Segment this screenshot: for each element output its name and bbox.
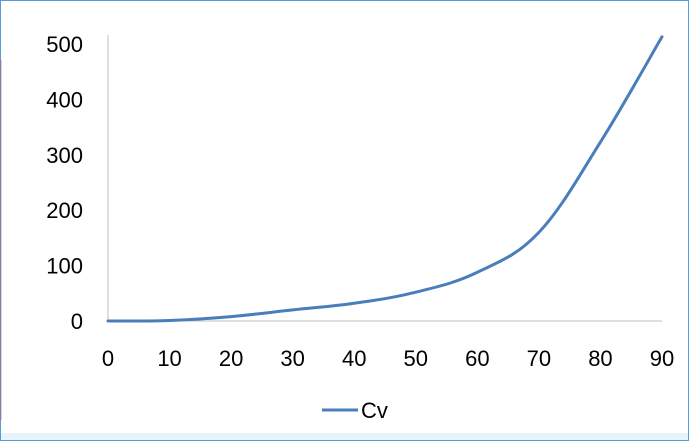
legend-label-cv: Cv — [361, 398, 388, 423]
x-tick-label: 90 — [650, 346, 674, 371]
series-line-cv — [106, 35, 664, 323]
x-tick-label: 0 — [102, 346, 114, 371]
x-tick-label: 70 — [527, 346, 551, 371]
x-tick-label: 30 — [280, 346, 304, 371]
y-tick-label: 0 — [71, 309, 83, 334]
y-tick-label: 200 — [46, 198, 83, 223]
y-tick-labels: 0 100 200 300 400 500 — [46, 32, 83, 334]
series-layer — [106, 35, 664, 323]
x-tick-label: 80 — [588, 346, 612, 371]
x-tick-label: 10 — [157, 346, 181, 371]
x-tick-label: 60 — [465, 346, 489, 371]
y-tick-label: 100 — [46, 254, 83, 279]
x-tick-label: 40 — [342, 346, 366, 371]
y-tick-label: 400 — [46, 87, 83, 112]
x-tick-labels: 0 10 20 30 40 50 60 70 80 90 — [102, 346, 674, 371]
x-tick-label: 20 — [219, 346, 243, 371]
y-tick-label: 300 — [46, 143, 83, 168]
frame-bottom-band — [1, 433, 688, 440]
y-tick-label: 500 — [46, 32, 83, 57]
x-tick-label: 50 — [404, 346, 428, 371]
legend: Cv — [322, 398, 388, 423]
